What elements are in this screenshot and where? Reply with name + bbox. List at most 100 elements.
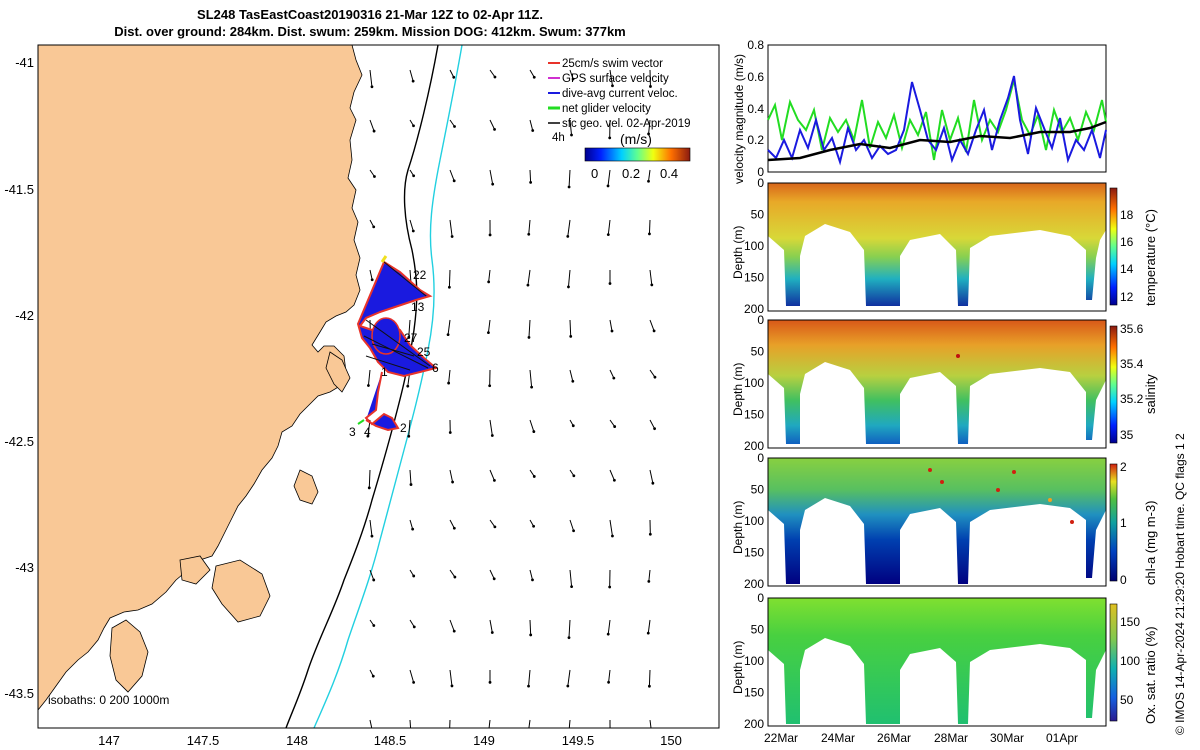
colorbar-salinity	[1109, 325, 1118, 444]
velocity-vector	[648, 169, 651, 182]
velocity-vector-head	[410, 736, 413, 739]
velocity-vector	[609, 69, 613, 86]
velocity-vector-head	[608, 585, 612, 589]
velocity-vector	[409, 69, 414, 82]
velocity-vector-head	[652, 329, 656, 333]
velocity-vector-head	[446, 333, 450, 336]
velocity-vector	[449, 219, 453, 237]
southern-track	[364, 371, 400, 432]
sfc-velocity-line	[767, 120, 1107, 162]
colorbar-tick-1: 0.2	[622, 166, 640, 181]
map-lon-axis: 147 147.5 148 148.5 149 149.5 150	[98, 733, 682, 748]
oxygen-label: Ox. sat. ratio (%)	[1143, 626, 1158, 724]
ox-tick-50: 50	[1120, 693, 1134, 707]
imos-credit: © IMOS 14-Apr-2024 21:29:20 Hobart time.…	[1173, 433, 1187, 735]
velocity-vector	[569, 319, 572, 337]
lon-tick-3: 148.5	[374, 733, 407, 748]
date-tick-0: 22Mar	[764, 731, 798, 745]
lat-tick-1: -41.5	[4, 182, 34, 197]
velocity-vector-head	[527, 232, 531, 236]
velocity-vector-head	[531, 578, 534, 582]
velocity-vector-head	[447, 285, 451, 289]
date-tick-1: 24Mar	[821, 731, 855, 745]
title-line-1: SL248 TasEastCoast20190316 21-Mar 12Z to…	[197, 7, 543, 22]
temperature-label: temperature (°C)	[1143, 209, 1158, 306]
velocity-vector-head	[447, 381, 451, 385]
velocity-vector-head	[412, 124, 415, 128]
colorbar-title: (m/s)	[620, 131, 652, 147]
velocity-vector	[488, 719, 491, 728]
lat-tick-2: -42	[15, 308, 34, 323]
velocity-vector-head	[453, 575, 457, 579]
sal-tick-35: 35	[1120, 428, 1134, 442]
section-salinity	[767, 319, 1107, 449]
velocity-vector-head	[572, 474, 576, 478]
date-tick-4: 30Mar	[990, 731, 1024, 745]
velocity-vector	[648, 219, 651, 234]
velocity-vector-head	[372, 624, 376, 627]
ox-tick-150: 150	[1120, 615, 1140, 629]
velocity-vector	[447, 319, 451, 335]
map-legend: 25cm/s swim vector GPS surface velocity …	[548, 58, 691, 181]
surface-velocity-field	[366, 69, 657, 739]
velocity-vector	[527, 269, 531, 286]
velocity-vector-head	[452, 179, 456, 183]
lon-tick-4: 149	[473, 733, 495, 748]
glider-track	[356, 255, 439, 432]
velocity-vector	[367, 369, 371, 386]
velocity-vector	[649, 419, 656, 429]
velocity-ylabel: velocity magnitude (m/s)	[732, 54, 746, 184]
velocity-vector-head	[566, 684, 570, 688]
velocity-vector	[649, 469, 654, 484]
sal-tick-352: 35.2	[1120, 392, 1144, 406]
velocity-vector	[648, 569, 651, 582]
velocity-vector	[529, 419, 535, 432]
velocity-vector	[529, 569, 533, 580]
velocity-vector-head	[606, 233, 610, 236]
velocity-vector-head	[532, 475, 536, 478]
velocity-vector	[488, 269, 491, 282]
lat-tick-0: -41	[15, 55, 34, 70]
date-axis: 22Mar 24Mar 26Mar 28Mar 30Mar 01Apr	[764, 731, 1078, 745]
depth-axis-label: Depth (m)	[731, 501, 745, 554]
section-temperature	[767, 182, 1107, 312]
colorbar-tick-2: 0.4	[660, 166, 678, 181]
velocity-vector-head	[370, 534, 374, 538]
velocity-vector-head	[366, 434, 370, 438]
velocity-vector	[569, 369, 574, 382]
velocity-vector-head	[532, 524, 535, 528]
legend-net-velocity: net glider velocity	[562, 103, 651, 115]
velocity-vector	[408, 319, 411, 338]
velocity-vector-head	[372, 129, 376, 133]
velocity-vector-head	[370, 85, 374, 89]
velocity-vector	[648, 119, 651, 134]
velocity-vector-head	[567, 636, 571, 640]
depth-tick: 100	[744, 654, 764, 668]
velocity-vector	[449, 569, 456, 578]
lat-tick-3: -42.5	[4, 434, 34, 449]
chl-tick-1: 1	[1120, 516, 1127, 530]
legend-swim-vector: 25cm/s swim vector	[562, 58, 663, 70]
velocity-vector-head	[412, 681, 416, 684]
velocity-vector	[448, 269, 451, 288]
velocity-vector	[369, 569, 375, 581]
velocity-vector	[369, 519, 373, 537]
lon-tick-0: 147	[98, 733, 120, 748]
velocity-vector-head	[372, 578, 376, 582]
velocity-vector	[409, 669, 415, 683]
velocity-vector	[449, 669, 453, 686]
depth-axes: 0 50 100 150 200 Depth (m) 0 50 100 150 200 Depth (…	[731, 176, 764, 731]
velocity-vector	[609, 469, 615, 481]
velocity-vector-head	[646, 631, 650, 635]
velocity-vector-head	[607, 680, 610, 684]
velocity-vector	[607, 619, 611, 635]
depth-tick: 50	[751, 623, 765, 637]
velocity-vector-head	[411, 527, 415, 531]
temp-tick-14: 14	[1120, 262, 1134, 276]
lon-tick-2: 148	[286, 733, 308, 748]
date-tick-2: 26Mar	[877, 731, 911, 745]
velocity-vector-head	[452, 629, 456, 633]
velocity-vector	[489, 169, 494, 185]
track-lines	[363, 261, 431, 371]
